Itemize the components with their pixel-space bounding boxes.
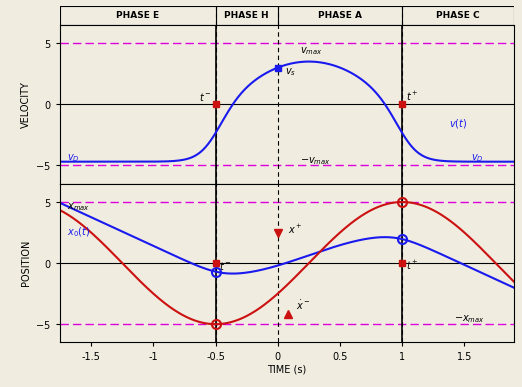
Text: $t^+$: $t^+$ — [406, 259, 419, 272]
Text: $-x_{max}$: $-x_{max}$ — [455, 313, 485, 325]
Text: PHASE E: PHASE E — [116, 11, 159, 20]
Y-axis label: VELOCITY: VELOCITY — [21, 81, 31, 128]
Text: $-v_{max}$: $-v_{max}$ — [300, 156, 331, 167]
Text: $x^+$: $x^+$ — [288, 223, 302, 236]
Text: $v(t)$: $v(t)$ — [449, 117, 468, 130]
Text: PHASE H: PHASE H — [224, 11, 269, 20]
Text: PHASE C: PHASE C — [436, 11, 480, 20]
Text: $\dot{x}^-$: $\dot{x}^-$ — [296, 298, 311, 312]
X-axis label: TIME (s): TIME (s) — [267, 364, 307, 374]
Y-axis label: POSITION: POSITION — [21, 240, 31, 286]
Text: $v_D$: $v_D$ — [471, 152, 483, 164]
Text: $x_0(t)$: $x_0(t)$ — [67, 225, 91, 239]
Text: $t^-$: $t^-$ — [199, 91, 212, 103]
Text: $v_s$: $v_s$ — [285, 66, 296, 78]
Text: $v_D$: $v_D$ — [67, 152, 80, 164]
Text: $x_{max}$: $x_{max}$ — [67, 201, 90, 213]
Text: PHASE A: PHASE A — [318, 11, 362, 20]
Text: $t^+$: $t^+$ — [406, 90, 419, 103]
Text: $v_{max}$: $v_{max}$ — [300, 46, 323, 57]
Text: $t^-$: $t^-$ — [219, 260, 232, 272]
